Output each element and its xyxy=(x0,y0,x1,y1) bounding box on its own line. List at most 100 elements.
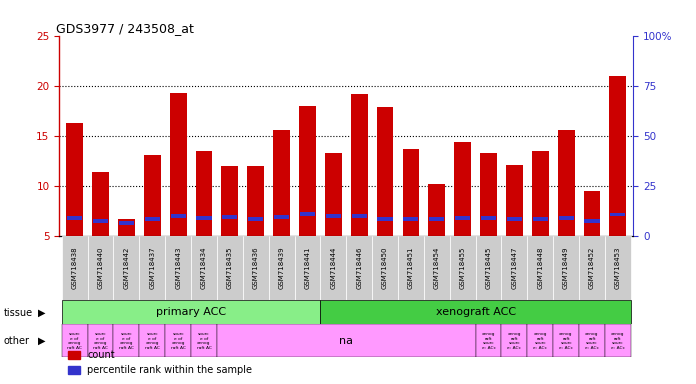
Bar xyxy=(424,236,450,300)
Text: GSM718444: GSM718444 xyxy=(331,247,336,289)
Bar xyxy=(88,236,113,300)
Bar xyxy=(480,153,497,236)
Text: GSM718434: GSM718434 xyxy=(201,247,207,289)
Text: GDS3977 / 243508_at: GDS3977 / 243508_at xyxy=(56,22,194,35)
Text: primary ACC: primary ACC xyxy=(156,307,226,317)
Text: na: na xyxy=(339,336,354,346)
Bar xyxy=(404,217,418,221)
Text: ▶: ▶ xyxy=(38,336,46,346)
Text: GSM718438: GSM718438 xyxy=(72,247,78,289)
Text: GSM718453: GSM718453 xyxy=(615,247,621,289)
Bar xyxy=(325,153,342,236)
Bar xyxy=(243,236,269,300)
Bar xyxy=(170,93,187,236)
Bar xyxy=(610,76,626,236)
Bar xyxy=(372,236,398,300)
Bar xyxy=(145,217,160,221)
Bar xyxy=(191,236,217,300)
Text: GSM718454: GSM718454 xyxy=(434,247,440,289)
Bar xyxy=(501,236,528,300)
Bar xyxy=(507,217,522,221)
Text: sourc
e of
xenog
raft AC: sourc e of xenog raft AC xyxy=(196,332,212,350)
Bar xyxy=(585,219,599,223)
Bar xyxy=(559,217,574,220)
Bar xyxy=(118,219,135,236)
Bar xyxy=(398,236,424,300)
Text: GSM718450: GSM718450 xyxy=(382,247,388,289)
Text: GSM718452: GSM718452 xyxy=(589,247,595,289)
Bar xyxy=(113,236,139,300)
Text: GSM718448: GSM718448 xyxy=(537,247,544,289)
Bar xyxy=(248,217,263,221)
Bar xyxy=(274,215,289,219)
Text: GSM718440: GSM718440 xyxy=(97,247,104,289)
Bar xyxy=(579,236,605,300)
Bar xyxy=(269,236,294,300)
Text: xenograft ACC: xenograft ACC xyxy=(436,307,516,317)
Bar xyxy=(557,130,574,236)
Bar xyxy=(62,324,88,357)
Text: sourc
e of
xenog
raft AC: sourc e of xenog raft AC xyxy=(171,332,186,350)
Text: GSM718439: GSM718439 xyxy=(278,247,285,289)
Text: GSM718449: GSM718449 xyxy=(563,247,569,289)
Bar xyxy=(377,217,393,221)
Text: xenog
raft
sourc
e: ACc: xenog raft sourc e: ACc xyxy=(533,332,547,350)
Text: xenog
raft
sourc
e: ACc: xenog raft sourc e: ACc xyxy=(585,332,599,350)
Bar xyxy=(320,236,346,300)
Bar xyxy=(347,236,372,300)
Bar xyxy=(583,191,601,236)
Bar xyxy=(299,106,316,236)
Bar xyxy=(217,236,243,300)
Text: GSM718441: GSM718441 xyxy=(304,247,310,289)
Text: other: other xyxy=(3,336,29,346)
Bar xyxy=(217,324,475,357)
Bar xyxy=(171,214,186,218)
Bar xyxy=(139,324,165,357)
Bar xyxy=(165,324,191,357)
Bar xyxy=(119,221,134,225)
Bar xyxy=(377,108,393,236)
Text: xenog
raft
sourc
e: ACc: xenog raft sourc e: ACc xyxy=(611,332,625,350)
Text: GSM718445: GSM718445 xyxy=(486,247,491,289)
Bar xyxy=(501,324,528,357)
Bar xyxy=(428,184,445,236)
Text: GSM718437: GSM718437 xyxy=(149,247,155,289)
Text: GSM718435: GSM718435 xyxy=(227,247,233,289)
Bar xyxy=(610,213,626,216)
Text: GSM718436: GSM718436 xyxy=(253,247,259,289)
Bar xyxy=(62,236,88,300)
Bar xyxy=(93,219,108,223)
Bar xyxy=(144,155,161,236)
Bar xyxy=(196,151,212,236)
Bar xyxy=(528,324,553,357)
Text: sourc
e of
xenog
raft AC: sourc e of xenog raft AC xyxy=(119,332,134,350)
Text: GSM718455: GSM718455 xyxy=(459,247,466,289)
Bar xyxy=(66,123,83,236)
Bar xyxy=(222,215,237,219)
Text: xenog
raft
sourc
e: ACc: xenog raft sourc e: ACc xyxy=(482,332,496,350)
Bar xyxy=(475,324,501,357)
Bar xyxy=(532,151,548,236)
Bar xyxy=(62,300,320,324)
Bar xyxy=(320,300,631,324)
Bar xyxy=(528,236,553,300)
Bar xyxy=(506,165,523,236)
Bar xyxy=(274,130,290,236)
Text: xenog
raft
sourc
e: ACc: xenog raft sourc e: ACc xyxy=(507,332,521,350)
Legend: count, percentile rank within the sample: count, percentile rank within the sample xyxy=(64,346,256,379)
Bar xyxy=(165,236,191,300)
Text: sourc
e of
xenog
raft AC: sourc e of xenog raft AC xyxy=(93,332,108,350)
Bar xyxy=(300,212,315,216)
Bar xyxy=(326,214,341,218)
Text: GSM718451: GSM718451 xyxy=(408,247,414,289)
Bar xyxy=(455,217,470,220)
Bar xyxy=(351,94,367,236)
Bar xyxy=(553,324,579,357)
Bar xyxy=(605,324,631,357)
Bar xyxy=(88,324,113,357)
Bar xyxy=(429,217,444,221)
Text: tissue: tissue xyxy=(3,308,33,318)
Bar xyxy=(579,324,605,357)
Text: ▶: ▶ xyxy=(38,308,46,318)
Text: GSM718443: GSM718443 xyxy=(175,247,181,289)
